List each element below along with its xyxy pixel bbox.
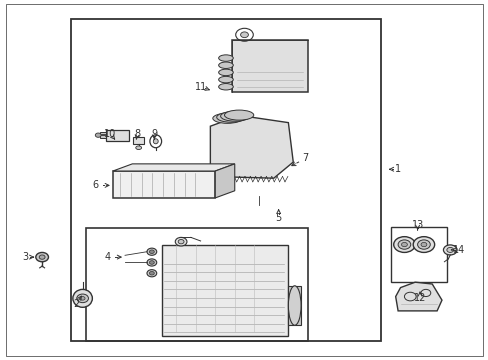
Text: 12: 12	[413, 293, 426, 303]
Text: 14: 14	[452, 245, 464, 255]
Ellipse shape	[216, 112, 245, 122]
Ellipse shape	[80, 297, 85, 300]
Polygon shape	[395, 282, 441, 311]
Polygon shape	[210, 116, 293, 178]
Text: 7: 7	[302, 153, 308, 163]
Bar	[105, 130, 129, 140]
Text: 5: 5	[275, 213, 281, 222]
Ellipse shape	[446, 247, 453, 252]
Ellipse shape	[178, 239, 183, 244]
Bar	[71, 19, 380, 341]
Ellipse shape	[95, 133, 101, 137]
Polygon shape	[215, 164, 234, 198]
Polygon shape	[113, 164, 234, 171]
Ellipse shape	[420, 242, 426, 247]
Ellipse shape	[39, 255, 45, 259]
Ellipse shape	[212, 113, 242, 123]
Ellipse shape	[149, 250, 154, 253]
Bar	[390, 226, 446, 282]
Text: 8: 8	[134, 129, 140, 139]
Text: 6: 6	[93, 180, 99, 190]
Text: 10: 10	[104, 129, 116, 139]
Ellipse shape	[220, 111, 249, 121]
Ellipse shape	[224, 110, 253, 120]
Ellipse shape	[153, 139, 158, 144]
Text: 4: 4	[105, 252, 111, 262]
Ellipse shape	[175, 237, 186, 246]
Ellipse shape	[240, 32, 248, 38]
Bar	[232, 40, 307, 92]
Text: 1: 1	[394, 164, 400, 174]
Ellipse shape	[147, 248, 157, 255]
Text: 3: 3	[22, 252, 28, 262]
Ellipse shape	[77, 294, 88, 303]
Ellipse shape	[218, 69, 233, 76]
Bar	[288, 286, 300, 325]
Ellipse shape	[288, 286, 301, 325]
Ellipse shape	[147, 270, 157, 277]
Ellipse shape	[218, 76, 233, 83]
Ellipse shape	[393, 237, 414, 252]
Ellipse shape	[36, 252, 48, 262]
Ellipse shape	[136, 146, 142, 149]
Ellipse shape	[218, 62, 233, 68]
Bar	[161, 244, 288, 336]
Ellipse shape	[218, 84, 233, 90]
Bar	[133, 137, 144, 144]
Ellipse shape	[412, 237, 434, 252]
Ellipse shape	[218, 55, 233, 61]
Ellipse shape	[417, 240, 429, 249]
Ellipse shape	[73, 289, 92, 307]
Ellipse shape	[443, 245, 456, 255]
Ellipse shape	[149, 271, 154, 275]
Bar	[113, 171, 215, 198]
Ellipse shape	[401, 242, 407, 247]
Ellipse shape	[149, 261, 154, 264]
Ellipse shape	[397, 240, 410, 249]
Text: 11: 11	[194, 82, 206, 92]
Ellipse shape	[147, 259, 157, 266]
Bar	[86, 228, 307, 341]
Text: 13: 13	[410, 220, 423, 230]
Bar	[100, 132, 105, 138]
Text: 2: 2	[73, 299, 79, 309]
Text: 9: 9	[151, 129, 157, 139]
